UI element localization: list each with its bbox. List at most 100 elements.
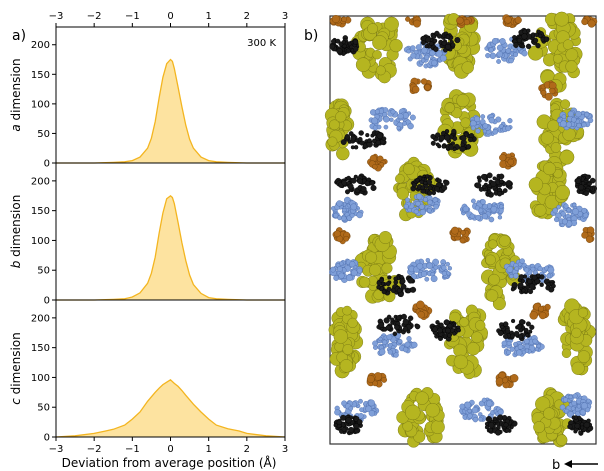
brown-cluster-0 [329,14,352,28]
black-cluster-9 [376,273,417,298]
y-tick-label: 0 [44,296,50,307]
top-x-axis: −3 −2 −1 0 1 2 3 [49,11,288,27]
panel-a-label: a) [12,28,26,44]
top-x-tick-label: −1 [125,11,140,22]
subplot-1: 0 50 100 150 200 a dimension [9,26,286,170]
blue-cluster-9 [329,258,363,283]
black-cluster-16 [567,415,594,436]
y-axis-label-1: a dimension [9,58,23,131]
black-cluster-1 [420,30,461,53]
black-cluster-8 [574,173,598,197]
y-tick-label: 100 [31,236,50,247]
y-tick-label: 200 [31,313,50,324]
black-cluster-7 [474,172,513,198]
blue-cluster-6 [403,193,441,217]
blue-cluster-3 [469,112,513,137]
molecular-structure [324,11,598,448]
y-tick-label: 0 [44,433,50,444]
blue-cluster-7 [459,198,505,223]
black-cluster-2 [511,27,550,50]
black-cluster-15 [484,414,518,436]
brown-cluster-11 [581,226,595,243]
subplot-2: 0 50 100 150 200 b dimension [9,162,286,307]
brown-cluster-10 [449,226,471,244]
brown-cluster-2 [456,15,475,29]
brown-cluster-8 [499,151,517,170]
top-x-tick-label: −3 [49,11,64,22]
b-axis-arrow-head [564,460,572,468]
brown-cluster-6 [538,80,559,101]
histogram-area-2 [56,195,285,300]
black-cluster-14 [333,414,363,436]
black-cluster-5 [334,173,377,196]
y-tick-label: 150 [31,343,50,354]
histogram-area-3 [56,379,285,437]
histogram-area-1 [56,59,285,163]
brown-cluster-13 [529,302,551,320]
histogram-line-2 [56,194,285,301]
black-cluster-12 [429,319,461,342]
x-axis-label: Deviation from average position (Å) [62,455,277,470]
top-x-tick-label: 1 [205,11,211,22]
y-tick-label: 0 [44,159,50,170]
y-tick-label: 150 [31,206,50,217]
black-cluster-6 [410,174,450,196]
brown-cluster-14 [366,372,387,388]
yellow-cluster-14 [531,387,573,448]
yellow-cluster-2 [527,11,583,94]
panel-b-structure: b) b [304,11,598,471]
blue-cluster-15 [459,397,504,423]
yellow-cluster-10 [328,305,364,379]
blue-cluster-12 [372,332,418,358]
panel-b-label: b) [304,28,318,44]
bottom-x-tick-label: −3 [49,444,64,455]
black-cluster-0 [329,35,360,56]
y-tick-label: 100 [31,373,50,384]
bottom-x-tick-label: 0 [167,444,173,455]
brown-cluster-7 [367,153,388,172]
bottom-x-tick-label: 2 [244,444,250,455]
black-cluster-13 [496,318,535,342]
brown-cluster-1 [405,15,422,28]
subplot-3: 0 50 100 150 200 c dimension [9,299,286,444]
black-cluster-4 [430,128,477,152]
yellow-cluster-1 [440,13,481,79]
brown-cluster-4 [581,15,598,28]
blue-cluster-2 [368,106,416,132]
top-x-tick-label: 3 [282,11,288,22]
bottom-x-tick-label: 1 [205,444,211,455]
bottom-x-tick-label: −2 [87,444,102,455]
y-tick-label: 200 [31,176,50,187]
blue-cluster-10 [407,258,452,283]
brown-cluster-12 [412,300,433,320]
brown-cluster-5 [409,77,433,95]
brown-cluster-9 [332,227,351,245]
black-cluster-3 [340,130,387,150]
bottom-x-tick-label: 3 [282,444,288,455]
yellow-cluster-13 [396,387,445,448]
yellow-cluster-0 [350,16,403,84]
histogram-line-1 [56,58,285,164]
bottom-x-tick-label: −1 [125,444,140,455]
y-tick-label: 100 [31,99,50,110]
blue-cluster-5 [330,196,364,223]
top-x-tick-label: 0 [167,11,173,22]
y-tick-label: 150 [31,70,50,81]
top-x-tick-label: 2 [244,11,250,22]
y-axis-label-2: b dimension [9,195,23,269]
b-axis-label: b [552,458,560,471]
yellow-cluster-7 [528,156,570,220]
black-cluster-11 [376,313,421,337]
y-tick-label: 50 [37,129,50,140]
y-axis-label-3: c dimension [9,332,23,405]
blue-cluster-4 [556,107,594,131]
histogram-line-3 [55,378,286,438]
yellow-cluster-12 [557,298,596,376]
yellow-cluster-3 [324,98,355,161]
yellow-cluster-5 [536,97,585,167]
black-cluster-10 [510,273,556,295]
brown-cluster-15 [495,371,519,389]
blue-cluster-8 [550,202,590,228]
